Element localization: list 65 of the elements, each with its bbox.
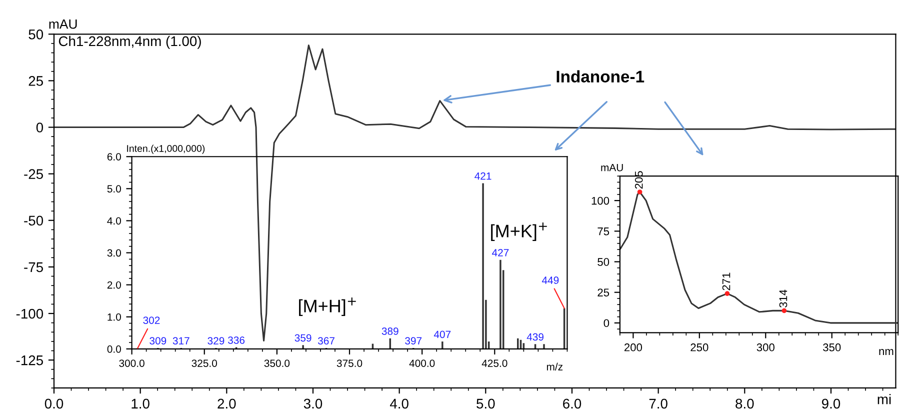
y-tick-label: 1.0 xyxy=(108,313,121,321)
annotation: 309 xyxy=(150,337,166,344)
annotation: Ch1-228nm,4nm (1.00) xyxy=(58,36,201,49)
annotation: 389 xyxy=(382,328,398,335)
x-tick-label: 350 xyxy=(823,343,841,352)
annotation: 421 xyxy=(474,172,492,180)
x-tick-label: 250 xyxy=(690,343,708,352)
annotation: 314 xyxy=(779,290,788,308)
annotation: 439 xyxy=(526,333,544,341)
y-tick-label: 25 xyxy=(28,76,43,86)
y-tick-label: -100 xyxy=(16,308,44,319)
x-tick-label: 400.0 xyxy=(409,360,435,367)
x-tick-label: 300.0 xyxy=(119,360,144,367)
x-axis-title: mi xyxy=(878,394,891,404)
x-tick-label: 200 xyxy=(624,343,642,352)
x-tick-label: 375.0 xyxy=(336,360,362,367)
y-tick-label: 50 xyxy=(28,29,44,40)
x-tick-label: 350.0 xyxy=(264,360,290,367)
x-tick-label: 5.0 xyxy=(476,398,495,409)
annotation: 302 xyxy=(143,316,160,324)
y-tick-label: -25 xyxy=(24,169,43,179)
annotation: 336 xyxy=(228,336,245,344)
y-tick-label: -75 xyxy=(24,262,43,272)
y-tick-label: 0 xyxy=(604,319,610,328)
annotation: Indanone-1 xyxy=(556,70,644,82)
annotation: [M+H]$^{+}$ xyxy=(299,297,356,316)
x-tick-label: 0.0 xyxy=(44,398,64,409)
x-tick-label: 4.0 xyxy=(390,398,408,409)
annotation: 271 xyxy=(722,272,730,290)
y-tick-label: -125 xyxy=(16,355,43,366)
y-tick-label: 25 xyxy=(598,288,610,296)
y-tick-label: 100 xyxy=(592,196,610,205)
y-tick-label: 3.0 xyxy=(107,249,121,257)
x-tick-label: 7.0 xyxy=(649,398,668,409)
annotation: 329 xyxy=(208,337,224,344)
annotation: 397 xyxy=(405,337,422,344)
x-axis-title: m/z xyxy=(546,362,563,370)
y-tick-label: 5.0 xyxy=(107,185,121,193)
x-axis-title: nm xyxy=(879,349,894,356)
annotation: [M+K]$^{+}$ xyxy=(491,222,547,242)
y-tick-label: 75 xyxy=(598,228,610,236)
annotation: 359 xyxy=(294,334,312,342)
annotation: 407 xyxy=(434,330,451,338)
x-tick-label: 9.0 xyxy=(822,398,840,409)
y-tick-label: 0 xyxy=(36,122,44,132)
annotation: 367 xyxy=(318,337,334,344)
x-tick-label: 1.0 xyxy=(132,398,150,409)
y-tick-label: 2.0 xyxy=(107,281,121,289)
annotation: 317 xyxy=(172,337,190,344)
x-tick-label: 300 xyxy=(756,343,774,352)
annotation: 449 xyxy=(542,276,559,284)
annotation: 427 xyxy=(492,248,509,256)
y-axis-title: Inten.(x1,000,000) xyxy=(127,144,205,154)
x-tick-label: 425.0 xyxy=(482,360,508,367)
y-axis-title: mAU xyxy=(601,164,623,172)
x-tick-label: 8.0 xyxy=(736,398,754,409)
y-tick-label: -50 xyxy=(24,216,44,226)
x-tick-label: 325.0 xyxy=(192,360,217,367)
x-tick-label: 6.0 xyxy=(563,398,582,409)
x-tick-label: 3.0 xyxy=(304,398,322,409)
y-axis-title: mAU xyxy=(49,20,77,29)
y-tick-label: 4.0 xyxy=(107,217,121,225)
x-tick-label: 2.0 xyxy=(218,398,236,409)
y-tick-label: 50 xyxy=(598,258,610,266)
y-tick-label: 6.0 xyxy=(107,153,121,160)
